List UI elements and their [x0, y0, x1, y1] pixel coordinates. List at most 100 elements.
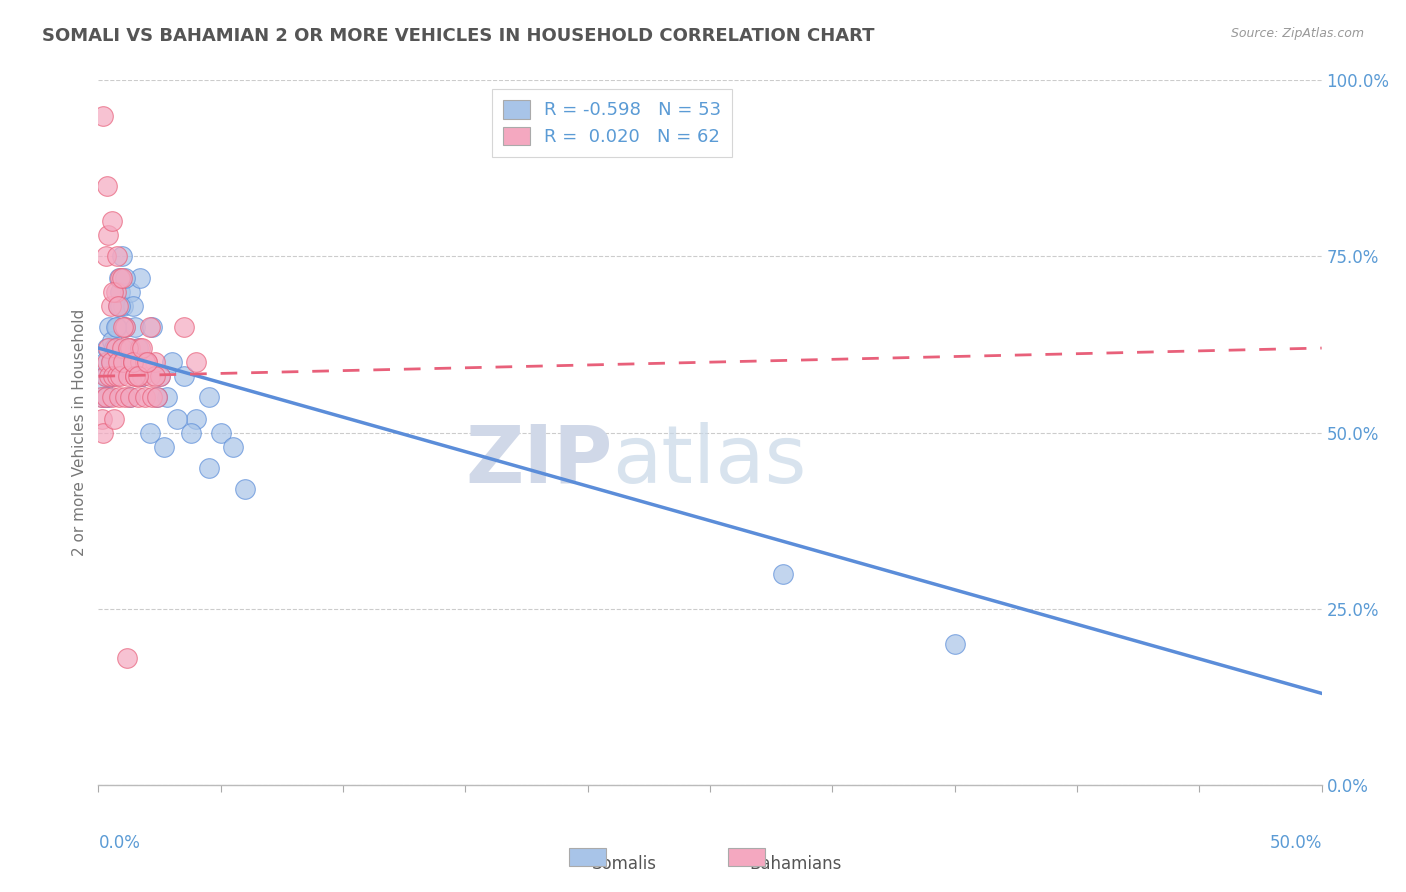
Point — [107, 299, 129, 313]
Point — [104, 341, 127, 355]
Point — [943, 637, 966, 651]
Point — [121, 299, 143, 313]
Point — [127, 391, 149, 405]
Point — [93, 355, 115, 369]
Point — [120, 285, 142, 299]
Point — [91, 376, 114, 391]
Point — [100, 355, 122, 369]
Point — [91, 425, 114, 440]
Point — [111, 270, 134, 285]
Point — [91, 391, 114, 405]
Point — [120, 391, 142, 405]
Text: ZIP: ZIP — [465, 422, 612, 500]
Point — [97, 228, 120, 243]
Point — [117, 369, 139, 384]
Point — [139, 319, 162, 334]
Point — [141, 319, 163, 334]
Point — [94, 369, 117, 384]
Point — [136, 355, 159, 369]
Point — [114, 319, 136, 334]
Point — [98, 319, 121, 334]
Point — [108, 391, 131, 405]
Point — [139, 369, 162, 384]
Point — [136, 355, 159, 369]
Point — [111, 249, 134, 264]
Point — [209, 425, 232, 440]
Point — [146, 391, 169, 405]
Point — [104, 355, 127, 369]
FancyBboxPatch shape — [569, 848, 606, 866]
Text: SOMALI VS BAHAMIAN 2 OR MORE VEHICLES IN HOUSEHOLD CORRELATION CHART: SOMALI VS BAHAMIAN 2 OR MORE VEHICLES IN… — [42, 27, 875, 45]
Point — [134, 355, 156, 369]
Y-axis label: 2 or more Vehicles in Household: 2 or more Vehicles in Household — [72, 309, 87, 557]
Point — [173, 319, 195, 334]
Text: Source: ZipAtlas.com: Source: ZipAtlas.com — [1230, 27, 1364, 40]
Point — [139, 425, 162, 440]
Point — [114, 391, 136, 405]
Point — [129, 341, 152, 355]
Point — [105, 249, 128, 264]
Point — [94, 391, 117, 405]
Point — [141, 391, 163, 405]
Point — [222, 440, 245, 454]
Point — [115, 651, 138, 665]
Text: 50.0%: 50.0% — [1270, 834, 1322, 852]
Point — [105, 369, 128, 384]
Point — [114, 319, 136, 334]
Point — [146, 391, 169, 405]
Point — [114, 270, 136, 285]
Point — [105, 319, 128, 334]
Point — [98, 369, 121, 384]
Point — [131, 369, 153, 384]
Point — [90, 391, 112, 405]
Point — [173, 369, 195, 384]
Point — [772, 566, 794, 581]
Point — [233, 482, 256, 496]
Point — [121, 355, 143, 369]
Point — [186, 411, 208, 425]
Point — [117, 341, 139, 355]
Text: 0.0%: 0.0% — [98, 834, 141, 852]
Point — [197, 460, 219, 475]
Point — [124, 369, 146, 384]
Point — [97, 391, 120, 405]
FancyBboxPatch shape — [728, 848, 765, 866]
Point — [107, 299, 129, 313]
Legend: R = -0.598   N = 53, R =  0.020   N = 62: R = -0.598 N = 53, R = 0.020 N = 62 — [492, 89, 733, 157]
Point — [117, 341, 139, 355]
Point — [186, 355, 208, 369]
Point — [104, 285, 127, 299]
Point — [110, 285, 132, 299]
Point — [121, 355, 143, 369]
Point — [101, 369, 124, 384]
Point — [153, 440, 176, 454]
Point — [94, 391, 117, 405]
Point — [94, 249, 117, 264]
Point — [101, 285, 124, 299]
Point — [107, 355, 129, 369]
Point — [110, 299, 132, 313]
Point — [197, 391, 219, 405]
Point — [120, 391, 142, 405]
Point — [111, 299, 134, 313]
Point — [110, 270, 132, 285]
Text: Bahamians: Bahamians — [749, 855, 842, 873]
Point — [100, 355, 122, 369]
Point — [91, 108, 114, 122]
Point — [160, 355, 183, 369]
Point — [104, 319, 127, 334]
Point — [103, 411, 125, 425]
Point — [143, 355, 166, 369]
Point — [100, 299, 122, 313]
Point — [96, 341, 118, 355]
Point — [124, 319, 146, 334]
Point — [96, 178, 118, 194]
Point — [97, 341, 120, 355]
Point — [108, 270, 131, 285]
Point — [91, 411, 114, 425]
Point — [111, 355, 134, 369]
Point — [101, 369, 124, 384]
Point — [156, 391, 179, 405]
Point — [100, 355, 122, 369]
Point — [111, 319, 134, 334]
